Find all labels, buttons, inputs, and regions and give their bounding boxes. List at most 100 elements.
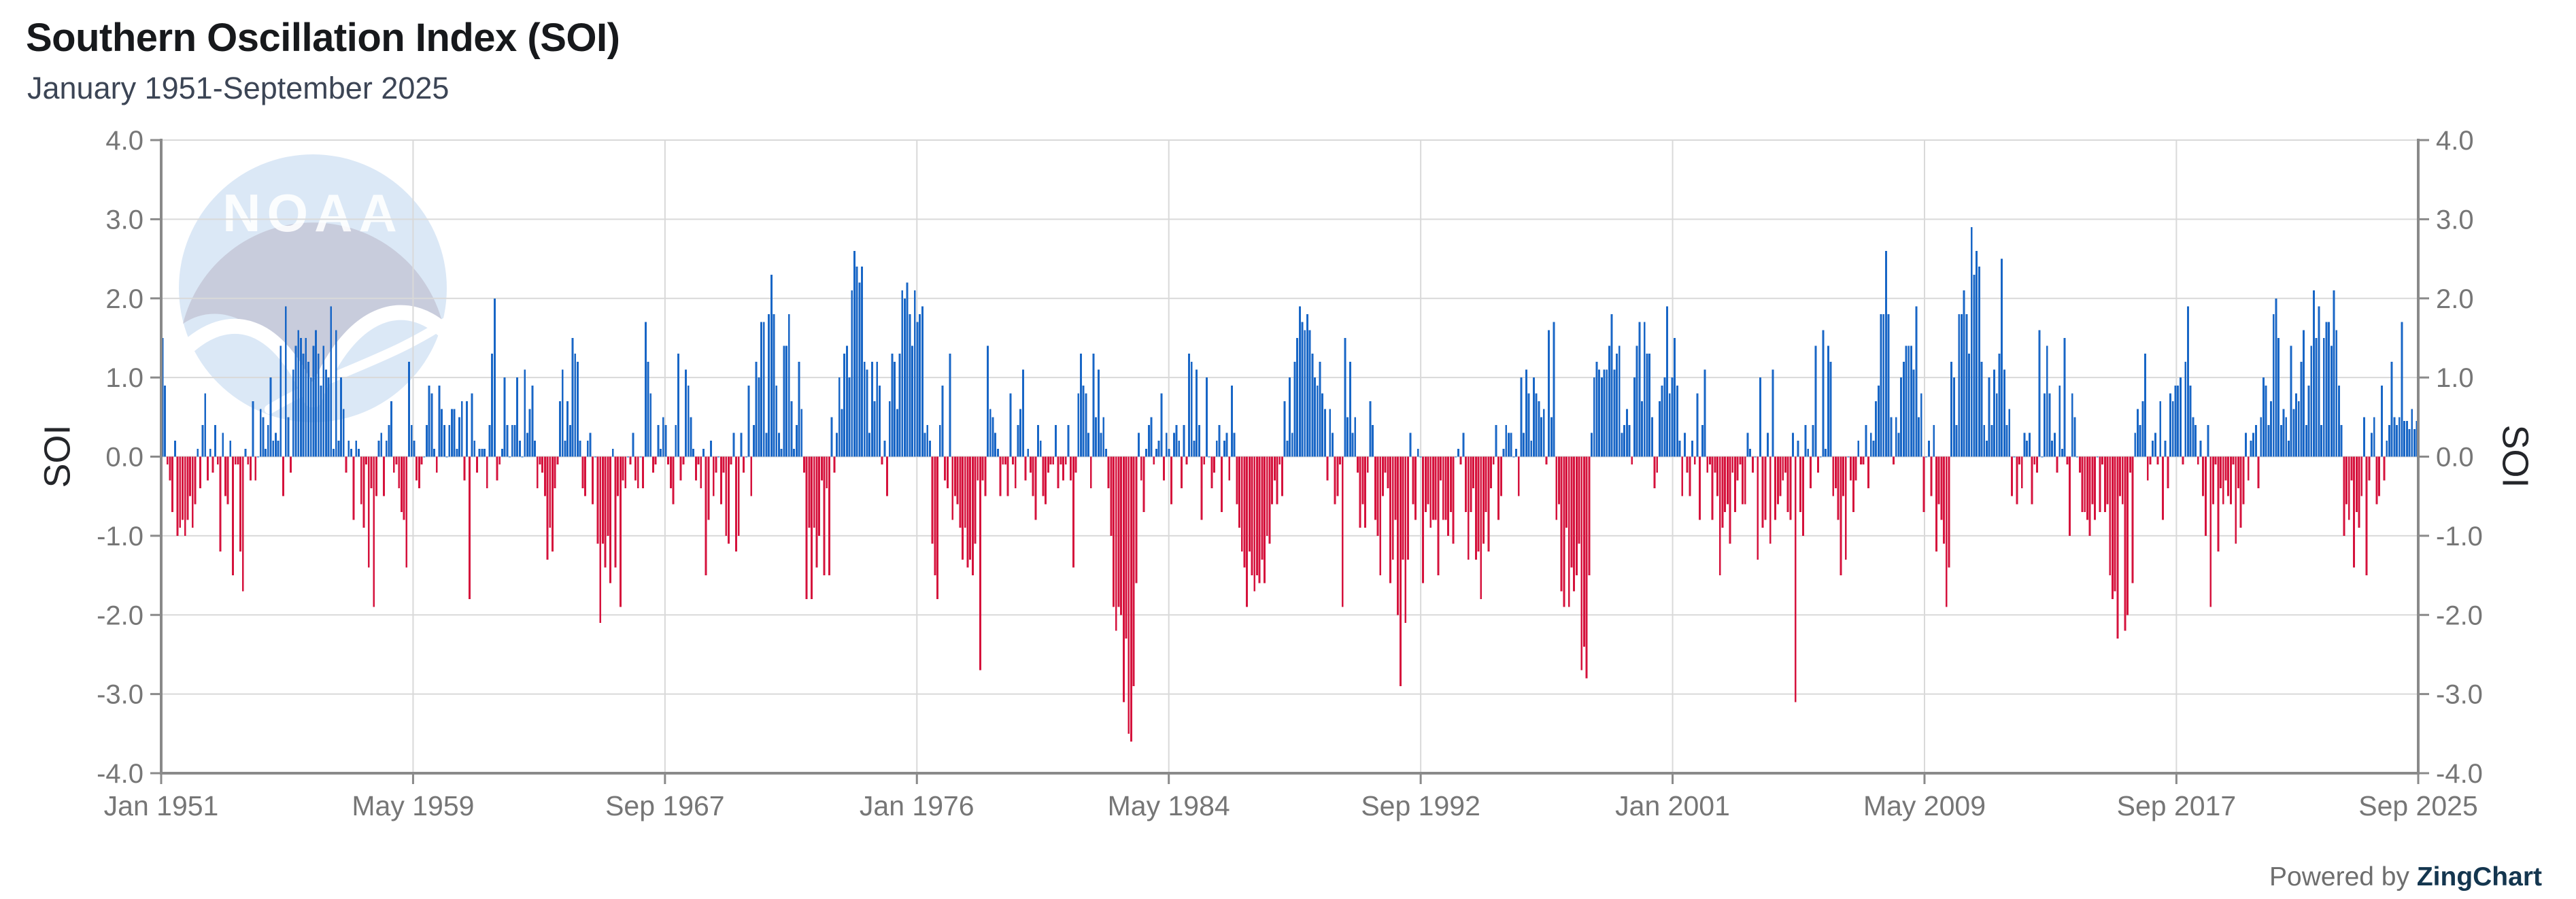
soi-bar-1956-02[interactable] [315,330,318,457]
soi-bar-1965-12[interactable] [611,448,614,457]
soi-bar-1989-01[interactable] [1308,330,1311,457]
soi-bar-1978-04[interactable] [984,456,987,496]
soi-bar-1970-06[interactable] [747,385,750,457]
soi-bar-1979-12[interactable] [1034,456,1037,520]
soi-bar-1965-07[interactable] [599,456,602,623]
soi-bar-1956-03[interactable] [317,354,320,457]
soi-bar-2023-03[interactable] [2340,424,2343,457]
soi-bar-1959-01[interactable] [403,456,405,520]
soi-bar-1996-09[interactable] [1540,417,1542,457]
soi-bar-1957-09[interactable] [362,456,365,528]
soi-bar-2023-10[interactable] [2358,456,2360,528]
soi-bar-2009-06[interactable] [1925,456,1928,458]
soi-bar-2002-05[interactable] [1711,456,1714,520]
soi-bar-1964-12[interactable] [581,456,584,489]
soi-bar-2003-12[interactable] [1759,377,1761,457]
soi-bar-1956-05[interactable] [322,345,325,457]
soi-bar-1975-02[interactable] [888,401,891,457]
soi-bar-2022-04[interactable] [2313,290,2315,457]
soi-bar-2025-02[interactable] [2398,417,2401,457]
soi-bar-1983-02[interactable] [1130,456,1132,742]
soi-bar-2005-06[interactable] [1804,424,1807,457]
soi-bar-1974-09[interactable] [876,361,879,457]
soi-bar-1983-05[interactable] [1138,432,1140,457]
soi-bar-1959-08[interactable] [420,456,423,465]
soi-bar-1966-01[interactable] [614,456,617,568]
soi-bar-2009-11[interactable] [1937,456,1940,505]
soi-bar-2015-08[interactable] [2112,456,2114,599]
soi-bar-1960-06[interactable] [445,456,448,458]
soi-bar-1978-10[interactable] [999,456,1002,496]
soi-bar-1977-06[interactable] [959,456,962,528]
soi-bar-1987-02[interactable] [1251,456,1253,576]
soi-bar-1964-11[interactable] [579,441,581,457]
soi-bar-1984-12[interactable] [1185,456,1188,465]
soi-bar-2008-10[interactable] [1905,345,1908,457]
soi-bar-1965-02[interactable] [586,441,589,457]
soi-bar-1988-01[interactable] [1278,456,1281,465]
soi-bar-1996-07[interactable] [1535,393,1538,457]
soi-bar-2018-02[interactable] [2187,306,2189,457]
soi-bar-2011-09[interactable] [1993,369,1996,457]
soi-bar-1976-04[interactable] [923,432,926,457]
soi-bar-1962-01[interactable] [493,298,496,457]
soi-bar-2014-01[interactable] [2063,337,2066,457]
soi-bar-1953-10[interactable] [244,448,247,457]
soi-bar-1967-02[interactable] [647,361,649,457]
soi-bar-1995-01[interactable] [1490,456,1492,489]
soi-bar-1967-10[interactable] [667,456,670,465]
soi-bar-1971-05[interactable] [775,385,778,457]
soi-bar-2005-04[interactable] [1799,456,1802,512]
soi-bar-1996-12[interactable] [1548,330,1550,457]
soi-bar-2021-11[interactable] [2300,361,2303,457]
soi-bar-1991-03[interactable] [1374,456,1376,520]
soi-bar-1967-06[interactable] [657,424,660,457]
soi-bar-2009-10[interactable] [1935,456,1937,552]
soi-bar-1964-01[interactable] [554,456,556,489]
soi-bar-1957-04[interactable] [350,448,352,457]
soi-bar-1951-09[interactable] [182,456,184,520]
soi-bar-1955-12[interactable] [309,377,312,457]
soi-bar-1958-01[interactable] [373,456,375,607]
soi-bar-1967-01[interactable] [644,322,647,457]
soi-bar-2001-06[interactable] [1684,432,1686,457]
soi-bar-1962-04[interactable] [501,448,503,457]
soi-bar-1952-02[interactable] [194,456,197,505]
soi-bar-2006-09[interactable] [1842,456,1845,496]
soi-bar-2003-11[interactable] [1757,456,1759,560]
soi-bar-1957-07[interactable] [358,448,360,457]
soi-bar-2004-02[interactable] [1764,456,1767,520]
soi-bar-1971-10[interactable] [787,314,790,457]
soi-bar-1997-04[interactable] [1558,456,1560,505]
soi-bar-1998-05[interactable] [1591,432,1593,457]
soi-bar-1972-03[interactable] [800,409,803,457]
soi-bar-1982-01[interactable] [1097,369,1100,457]
soi-bar-2022-10[interactable] [2328,322,2331,457]
soi-bar-1981-09[interactable] [1087,432,1089,457]
soi-bar-1994-04[interactable] [1467,456,1470,560]
soi-bar-1994-05[interactable] [1470,456,1472,512]
soi-bar-1990-03[interactable] [1344,337,1346,457]
soi-bar-1985-10[interactable] [1210,456,1213,489]
soi-bar-2007-06[interactable] [1865,424,1867,457]
soi-bar-2017-09[interactable] [2174,385,2177,457]
soi-bar-1970-04[interactable] [743,456,745,473]
soi-bar-2003-01[interactable] [1731,456,1734,473]
soi-bar-2017-01[interactable] [2154,432,2156,457]
soi-bar-2022-12[interactable] [2333,290,2335,457]
soi-bar-2009-01[interactable] [1912,369,1915,457]
soi-bar-2002-11[interactable] [1726,456,1729,505]
soi-bar-2008-06[interactable] [1895,417,1897,457]
soi-bar-1969-01[interactable] [705,456,707,576]
soi-bar-2010-10[interactable] [1965,314,1968,457]
soi-bar-1967-12[interactable] [672,456,675,505]
soi-bar-1973-03[interactable] [830,417,833,457]
soi-bar-2013-12[interactable] [2061,448,2063,457]
soi-bar-1954-03[interactable] [257,456,259,458]
soi-bar-2001-07[interactable] [1686,456,1689,473]
soi-bar-1961-06[interactable] [475,456,478,473]
soi-bar-2020-03[interactable] [2250,441,2252,457]
soi-bar-1957-05[interactable] [352,456,355,520]
soi-bar-1996-01[interactable] [1520,377,1523,457]
soi-bar-2006-07[interactable] [1837,456,1840,520]
